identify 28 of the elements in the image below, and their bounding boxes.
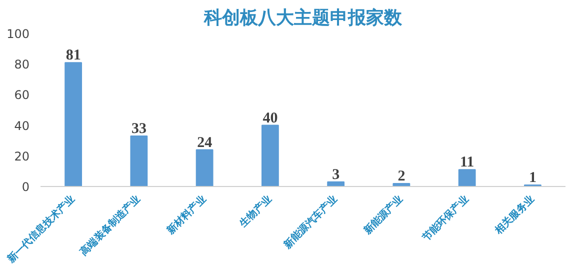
data-label: 24 [197, 134, 213, 151]
bar [196, 149, 214, 186]
chart-title: 科创板八大主题申报家数 [203, 8, 403, 28]
data-label: 2 [398, 168, 406, 184]
x-tick-label: 生物产业 [236, 192, 274, 230]
x-tick-label: 新材料产业 [164, 192, 208, 238]
y-tick-label: 100 [6, 27, 30, 41]
x-tick-label: 相关服务业 [492, 192, 537, 238]
y-tick-label: 60 [14, 88, 30, 102]
y-tick-label: 80 [14, 58, 30, 72]
x-tick-label: 新能源汽车产业 [281, 192, 340, 252]
data-label: 1 [528, 170, 536, 186]
data-label: 3 [332, 166, 340, 183]
x-tick-label: 新能源产业 [360, 192, 406, 238]
bar [130, 136, 148, 186]
bar [64, 62, 82, 186]
bar [261, 124, 279, 186]
y-tick-label: 0 [22, 180, 30, 194]
x-tick-label: 新一代信息技术产业 [4, 192, 78, 266]
y-tick-label: 40 [14, 118, 30, 133]
data-label: 33 [131, 121, 146, 138]
x-tick-label: 高端装备制造产业 [78, 192, 143, 258]
x-tick-label: 节能环保产业 [419, 192, 471, 245]
data-label: 11 [460, 154, 474, 171]
y-tick-label: 20 [14, 149, 30, 164]
bar [458, 169, 476, 186]
data-label: 81 [66, 48, 81, 64]
data-label: 40 [262, 110, 278, 126]
